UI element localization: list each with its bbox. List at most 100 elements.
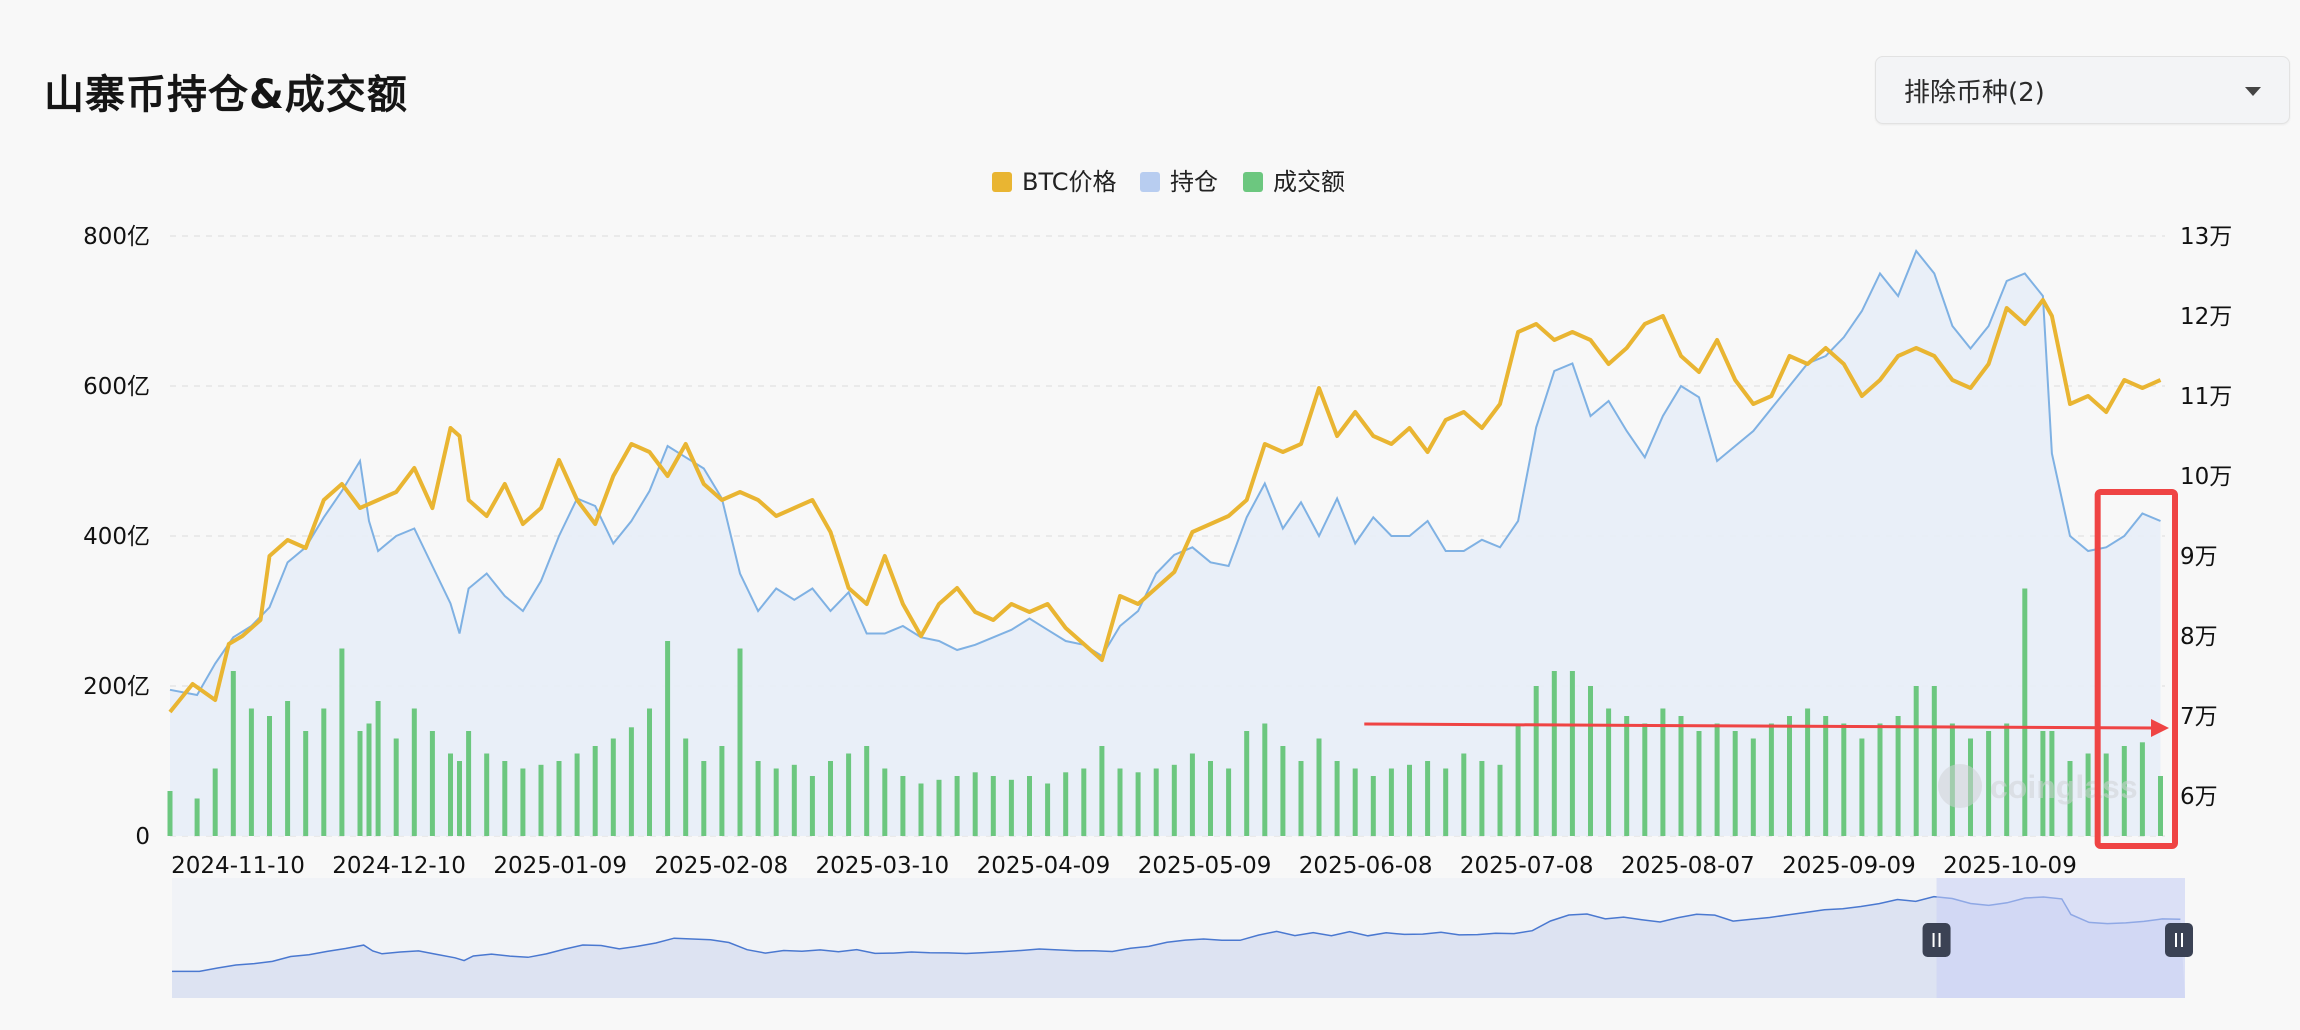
y-right-tick-label: 13万	[2180, 224, 2232, 250]
watermark-logo: coinglass	[1938, 764, 2138, 808]
volume-bar	[628, 727, 634, 837]
legend-label: 持仓	[1170, 168, 1218, 196]
annotation-layer	[1364, 489, 2179, 849]
x-tick-label: 2024-12-10	[332, 853, 466, 879]
volume-bar	[1787, 716, 1792, 836]
zoom-handle-grip	[1922, 923, 1951, 957]
volume-bar	[393, 738, 399, 836]
volume-bar	[520, 768, 526, 836]
volume-bar	[1479, 761, 1485, 836]
y-left-tick-label: 0	[135, 824, 150, 850]
zoom-window[interactable]	[1936, 878, 2185, 998]
legend-swatch	[992, 172, 1012, 192]
volume-bar	[1298, 761, 1304, 836]
legend-label: 成交额	[1273, 168, 1345, 196]
volume-bar	[375, 701, 381, 836]
y-left-tick-label: 800亿	[83, 224, 150, 250]
volume-bar	[1895, 716, 1901, 836]
volume-bar	[1153, 768, 1159, 836]
x-tick-label: 2025-08-07	[1621, 853, 1755, 879]
y-left-tick-label: 600亿	[83, 374, 150, 400]
legend-item[interactable]: 成交额	[1243, 168, 1345, 196]
volume-bar	[556, 761, 562, 836]
volume-bar	[1696, 731, 1702, 836]
volume-bar	[647, 708, 652, 836]
x-tick-label: 2025-06-08	[1299, 853, 1433, 879]
volume-bar	[2022, 588, 2028, 836]
volume-bar	[1551, 671, 1557, 836]
volume-bar	[1334, 761, 1340, 836]
data-zoom-slider	[172, 878, 2193, 998]
volume-bar	[2085, 753, 2091, 836]
volume-bar	[1660, 708, 1666, 836]
exclude-coins-label: 排除币种(2)	[1904, 77, 2045, 108]
volume-bar	[1208, 761, 1213, 836]
y-right-tick-label: 8万	[2180, 624, 2218, 650]
volume-bar	[285, 701, 291, 836]
volume-bar	[502, 761, 508, 836]
volume-bar	[230, 671, 236, 836]
y-right-tick-label: 12万	[2180, 304, 2232, 330]
volume-bar	[683, 738, 689, 836]
volume-bar	[1678, 716, 1684, 836]
volume-bar	[1425, 761, 1431, 836]
volume-bar	[167, 791, 173, 836]
volume-bar	[1859, 738, 1865, 836]
zoom-handle[interactable]	[1922, 923, 1951, 957]
y-axis-left: 0 200亿 400亿 600亿 800亿	[83, 224, 150, 850]
volume-bar	[846, 753, 852, 836]
legend-item[interactable]: BTC价格	[992, 168, 1116, 196]
volume-bar	[2103, 753, 2109, 836]
volume-bar	[1606, 708, 1612, 836]
volume-bar	[574, 753, 580, 836]
zoom-handle[interactable]	[2165, 923, 2193, 957]
volume-bar	[755, 761, 761, 836]
volume-bar	[411, 708, 417, 836]
volume-bar	[1877, 723, 1883, 836]
volume-bar	[990, 776, 996, 836]
arrow-head	[2151, 719, 2169, 737]
arrow-line	[1364, 722, 2156, 730]
legend-item[interactable]: 持仓	[1140, 168, 1218, 196]
volume-bar	[2158, 776, 2163, 836]
y-axis-right: 6万 7万 8万 9万 10万 11万 12万 13万	[2180, 224, 2232, 810]
volume-bar	[2067, 761, 2073, 836]
x-axis: 2024-11-10 2024-12-10 2025-01-09 2025-02-08…	[171, 853, 2077, 879]
volume-bar	[1732, 731, 1738, 836]
exclude-coins-dropdown[interactable]: 排除币种(2)	[1875, 56, 2290, 124]
volume-bar	[592, 746, 598, 836]
x-tick-label: 2025-05-09	[1138, 853, 1272, 879]
volume-bar	[1823, 716, 1829, 836]
volume-bar	[1569, 671, 1575, 836]
x-tick-label: 2025-02-08	[654, 853, 788, 879]
x-tick-label: 2025-07-08	[1460, 853, 1594, 879]
volume-bar	[773, 768, 779, 836]
x-tick-label: 2024-11-10	[171, 853, 305, 879]
volume-bar	[1316, 738, 1322, 836]
volume-bar	[466, 731, 472, 836]
volume-bar	[1189, 753, 1195, 836]
y-right-tick-label: 6万	[2180, 784, 2218, 810]
zoom-overview-line	[172, 895, 2181, 973]
legend-label: BTC价格	[1022, 168, 1116, 196]
volume-bar-layer	[167, 588, 2163, 837]
volume-bar	[1841, 723, 1847, 836]
zoom-overview-area	[172, 896, 2185, 998]
chevron-down-icon	[2245, 87, 2261, 96]
volume-bar	[1081, 768, 1087, 836]
volume-bar	[448, 753, 453, 836]
volume-bar	[1117, 768, 1123, 836]
volume-bar	[900, 776, 906, 836]
volume-bar	[809, 776, 815, 836]
volume-bar	[1280, 746, 1286, 836]
volume-bar	[1244, 731, 1250, 836]
volume-bar	[457, 761, 462, 836]
volume-bar	[610, 738, 616, 836]
volume-bar	[1099, 746, 1105, 836]
volume-bar	[1226, 768, 1232, 836]
volume-bar	[1027, 776, 1032, 836]
volume-bar	[1063, 772, 1069, 837]
volume-bar	[321, 708, 327, 836]
volume-bar	[1135, 772, 1141, 837]
page-title: 山寨币持仓&成交额	[44, 72, 408, 118]
